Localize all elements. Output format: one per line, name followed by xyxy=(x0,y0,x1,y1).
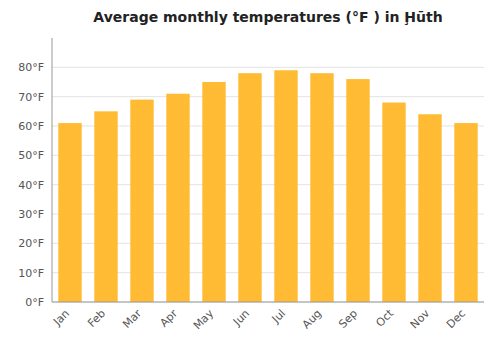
y-tick-label: 60°F xyxy=(18,120,44,133)
bar xyxy=(58,123,81,302)
grid-line xyxy=(52,96,484,97)
y-tick-label: 20°F xyxy=(18,237,44,250)
bar xyxy=(382,103,405,302)
x-tick-label: Mar xyxy=(120,307,144,331)
bar xyxy=(202,82,225,302)
x-tick-label: Dec xyxy=(444,307,468,331)
x-tick-label: May xyxy=(191,307,217,333)
chart-svg: Average monthly temperatures (°F ) in Ḩū… xyxy=(0,0,500,350)
x-tick-label: Jul xyxy=(269,307,288,326)
x-axis: Jan Feb Mar Apr May Jun Jul Aug Sep Oct Nov Dec xyxy=(50,306,468,332)
x-tick-label: Apr xyxy=(157,307,180,330)
bar xyxy=(238,73,261,302)
page: {"chart_data": {"type": "bar", "title": … xyxy=(0,0,500,350)
y-tick-label: 40°F xyxy=(18,179,44,192)
bar xyxy=(166,94,189,302)
grid-line xyxy=(52,67,484,68)
x-tick-label: Nov xyxy=(408,307,433,332)
x-axis-line xyxy=(52,302,484,303)
y-tick-label: 50°F xyxy=(18,149,44,162)
y-tick-label: 10°F xyxy=(18,267,44,280)
bar xyxy=(274,70,297,302)
bar xyxy=(310,73,333,302)
chart-container: Average monthly temperatures (°F ) in Ḩū… xyxy=(0,0,500,350)
x-tick-label: Sep xyxy=(336,307,360,331)
bar xyxy=(418,114,441,302)
bar xyxy=(94,111,117,302)
bar xyxy=(346,79,369,302)
x-tick-label: Feb xyxy=(85,307,108,330)
y-axis-line xyxy=(52,38,53,302)
y-tick-label: 80°F xyxy=(18,61,44,74)
y-tick-label: 30°F xyxy=(18,208,44,221)
bar xyxy=(454,123,477,302)
y-tick-label: 70°F xyxy=(18,91,44,104)
y-tick-label: 0°F xyxy=(25,296,44,309)
x-tick-label: Aug xyxy=(300,307,324,331)
x-tick-label: Jun xyxy=(230,307,252,329)
title: Average monthly temperatures (°F ) in Ḩū… xyxy=(93,9,442,25)
grid-line xyxy=(52,302,484,303)
bar xyxy=(130,100,153,302)
x-tick-label: Jan xyxy=(50,307,72,329)
x-tick-label: Oct xyxy=(373,306,396,329)
bars xyxy=(58,70,477,302)
y-axis: 0°F 10°F 20°F 30°F 40°F 50°F 60°F 70°F 80°F xyxy=(18,61,484,309)
